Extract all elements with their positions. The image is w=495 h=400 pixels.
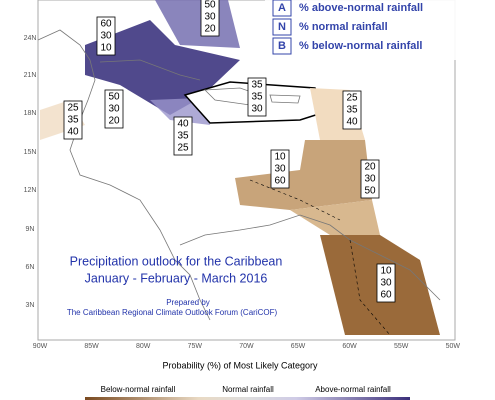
lon-label: 65W <box>291 343 306 350</box>
prob-value: 35 <box>251 92 263 103</box>
colorbar-title: Probability (%) of Most Likely Category <box>162 360 318 370</box>
lat-label: 9N <box>26 226 35 233</box>
prob-box <box>270 149 290 189</box>
prob-box <box>247 77 267 117</box>
prob-value: 25 <box>177 143 189 154</box>
colorbar-below: Below-normal rainfall <box>101 385 176 394</box>
lon-labels: 90W 85W 80W 75W 70W 65W 60W 55W 50W <box>33 343 461 350</box>
lat-label: 6N <box>26 264 35 271</box>
prob-value: 20 <box>108 116 120 127</box>
prob-value: 30 <box>108 104 120 115</box>
lon-label: 90W <box>33 343 48 350</box>
prob-value: 35 <box>346 105 358 116</box>
prob-value: 50 <box>364 186 376 197</box>
legend-label: % below-normal rainfall <box>299 40 422 52</box>
borders <box>249 179 391 336</box>
legend-bg <box>265 0 465 60</box>
legend-key: A <box>278 2 286 14</box>
forum-name: The Caribbean Regional Climate Outlook F… <box>67 308 278 317</box>
legend-key-box <box>272 37 292 55</box>
prob-value: 30 <box>204 12 216 23</box>
legend-key: N <box>278 21 286 33</box>
prob-value: 35 <box>177 131 189 142</box>
lon-label: 55W <box>394 343 409 350</box>
legend-label: % above-normal rainfall <box>299 2 423 14</box>
lon-label: 85W <box>84 343 99 350</box>
prob-box <box>104 89 124 129</box>
prob-box <box>96 16 116 56</box>
prob-value: 40 <box>67 127 79 138</box>
prepared-by: Prepared by <box>166 298 210 307</box>
lon-label: 80W <box>136 343 151 350</box>
prob-value: 40 <box>346 117 358 128</box>
legend-key-box <box>272 0 292 17</box>
lon-label: 50W <box>446 343 461 350</box>
prob-box <box>360 159 380 199</box>
prob-value: 30 <box>274 164 286 175</box>
prob-value: 30 <box>251 104 263 115</box>
prob-value: 40 <box>177 119 189 130</box>
prob-value: 35 <box>67 115 79 126</box>
title-line2: January - February - March 2016 <box>85 271 268 285</box>
prob-value: 30 <box>364 174 376 185</box>
prob-value: 50 <box>108 92 120 103</box>
lon-label: 75W <box>188 343 203 350</box>
legend-label: % normal rainfall <box>299 21 388 33</box>
prob-value: 25 <box>346 93 358 104</box>
lat-label: 24N <box>24 35 37 42</box>
prob-value: 25 <box>67 103 79 114</box>
prob-value: 10 <box>274 152 286 163</box>
colorbar-normal: Normal rainfall <box>222 385 274 394</box>
lat-label: 3N <box>26 302 35 309</box>
lat-label: 15N <box>24 149 37 156</box>
prob-value: 20 <box>204 24 216 35</box>
prob-box <box>200 0 220 37</box>
title-line1: Precipitation outlook for the Caribbean <box>70 254 283 268</box>
prob-value: 60 <box>380 290 392 301</box>
legend: A % above-normal rainfall N % normal rainfa… <box>272 0 423 55</box>
prob-value: 30 <box>380 278 392 289</box>
prob-value: 35 <box>251 80 263 91</box>
prob-value: 10 <box>100 43 112 54</box>
lat-label: 21N <box>24 72 37 79</box>
prob-value: 60 <box>274 176 286 187</box>
lon-label: 70W <box>239 343 254 350</box>
lat-label: 12N <box>24 187 37 194</box>
lon-label: 60W <box>342 343 357 350</box>
prob-value: 30 <box>100 31 112 42</box>
legend-key: B <box>278 40 286 52</box>
legend-key-box <box>272 18 292 36</box>
prob-value: 10 <box>380 266 392 277</box>
prob-box <box>342 90 362 130</box>
colorbar-above: Above-normal rainfall <box>315 385 391 394</box>
prob-box <box>173 116 193 156</box>
prob-value: 50 <box>204 0 216 11</box>
prob-value: 20 <box>364 162 376 173</box>
lat-labels: 24N 21N 18N 15N 12N 9N 6N 3N <box>24 35 37 309</box>
prob-value: 60 <box>100 19 112 30</box>
lat-label: 18N <box>24 110 37 117</box>
prob-box <box>63 100 83 140</box>
prob-box <box>376 263 396 303</box>
colorbar <box>85 397 410 400</box>
